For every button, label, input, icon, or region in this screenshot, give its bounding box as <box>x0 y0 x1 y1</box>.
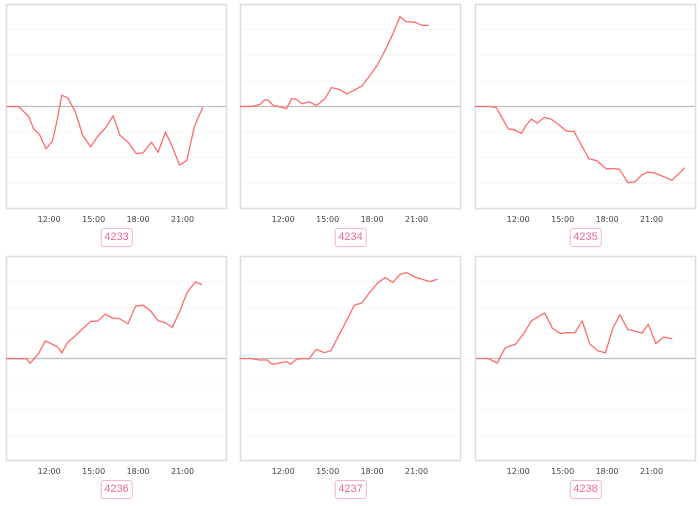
x-tick-label: 21:00 <box>405 215 428 224</box>
x-tick-label: 15:00 <box>551 215 574 224</box>
x-tick-label: 15:00 <box>551 467 574 476</box>
x-tick-label: 21:00 <box>171 215 194 224</box>
chart-id-label[interactable]: 4236 <box>100 480 133 499</box>
x-tick-label: 21:00 <box>640 467 663 476</box>
series-line <box>5 281 203 365</box>
x-tick-label: 12:00 <box>507 215 530 224</box>
x-tick-label: 15:00 <box>316 215 339 224</box>
chart-panel-4233: 12:00 15:00 18:00 21:00 4233 <box>5 3 228 254</box>
x-tick-label: 15:00 <box>316 467 339 476</box>
line-chart-4238: 12:00 15:00 18:00 21:00 <box>474 255 697 476</box>
x-tick-label: 12:00 <box>272 215 295 224</box>
x-tick-label: 12:00 <box>507 467 530 476</box>
chart-id-label[interactable]: 4238 <box>569 480 602 499</box>
chart-id-label[interactable]: 4234 <box>334 228 367 247</box>
x-tick-label: 12:00 <box>38 215 61 224</box>
x-tick-label: 21:00 <box>171 467 194 476</box>
series-line <box>240 15 429 110</box>
line-chart-4235: 12:00 15:00 18:00 21:00 <box>474 3 697 224</box>
chart-panel-4235: 12:00 15:00 18:00 21:00 4235 <box>474 3 697 254</box>
line-chart-4233: 12:00 15:00 18:00 21:00 <box>5 3 228 224</box>
line-chart-4234: 12:00 15:00 18:00 21:00 <box>239 3 462 224</box>
chart-panel-4237: 12:00 15:00 18:00 21:00 4237 <box>239 255 462 506</box>
chart-panel-4236: 12:00 15:00 18:00 21:00 4236 <box>5 255 228 506</box>
x-tick-label: 12:00 <box>38 467 61 476</box>
line-chart-4237: 12:00 15:00 18:00 21:00 <box>239 255 462 476</box>
x-tick-label: 18:00 <box>596 467 619 476</box>
series-line <box>239 272 438 366</box>
x-tick-label: 15:00 <box>82 215 105 224</box>
x-tick-label: 18:00 <box>361 215 384 224</box>
x-tick-label: 18:00 <box>596 215 619 224</box>
x-tick-label: 12:00 <box>272 467 295 476</box>
series-line <box>475 105 686 184</box>
chart-id-label[interactable]: 4237 <box>334 480 367 499</box>
x-tick-label: 21:00 <box>405 467 428 476</box>
chart-panel-4238: 12:00 15:00 18:00 21:00 4238 <box>474 255 697 506</box>
chart-id-label[interactable]: 4235 <box>569 228 602 247</box>
x-tick-label: 15:00 <box>82 467 105 476</box>
chart-panel-4234: 12:00 15:00 18:00 21:00 4234 <box>239 3 462 254</box>
x-tick-label: 18:00 <box>127 467 150 476</box>
x-tick-label: 21:00 <box>640 215 663 224</box>
series-line <box>476 312 673 364</box>
x-tick-label: 18:00 <box>361 467 384 476</box>
series-line <box>6 94 204 166</box>
x-tick-label: 18:00 <box>127 215 150 224</box>
chart-id-label[interactable]: 4233 <box>100 228 133 247</box>
line-chart-4236: 12:00 15:00 18:00 21:00 <box>5 255 228 476</box>
